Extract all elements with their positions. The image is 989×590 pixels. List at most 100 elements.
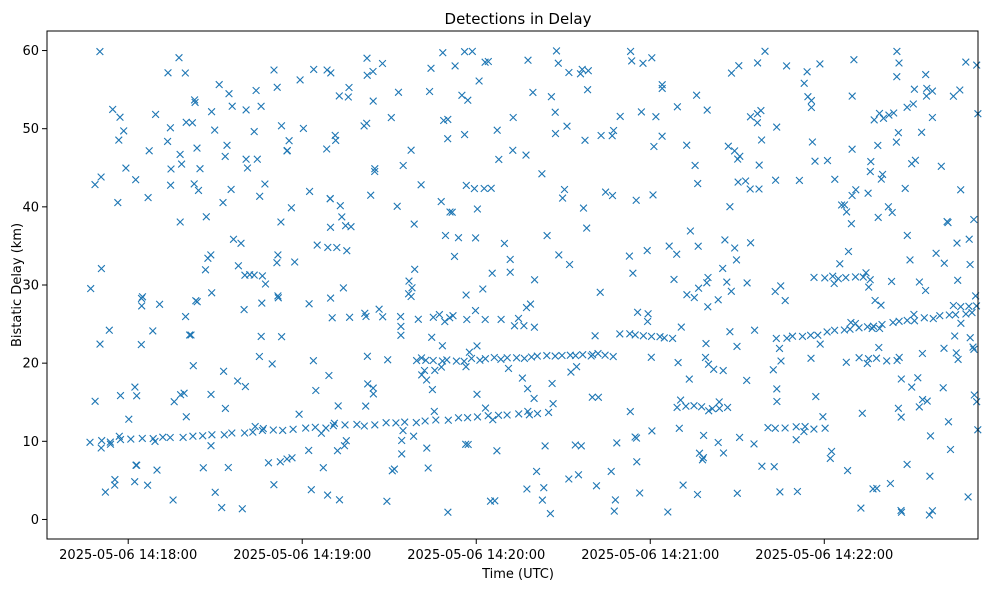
detection-marker xyxy=(658,132,666,140)
detection-marker xyxy=(475,77,483,85)
detection-marker xyxy=(807,96,816,105)
detection-marker xyxy=(155,300,164,309)
detection-marker xyxy=(221,404,230,413)
detection-marker xyxy=(923,397,931,405)
detection-marker xyxy=(719,449,728,457)
detection-marker xyxy=(583,85,592,94)
detection-marker xyxy=(792,423,800,431)
detection-marker xyxy=(704,303,712,311)
detection-marker xyxy=(863,323,872,331)
detection-marker xyxy=(366,191,375,199)
detection-marker xyxy=(673,403,681,412)
detection-marker xyxy=(588,393,597,401)
detection-marker xyxy=(396,312,405,321)
detection-marker xyxy=(190,180,198,188)
detection-marker xyxy=(219,198,227,207)
detection-marker xyxy=(827,447,836,456)
detection-marker xyxy=(273,83,281,92)
detection-marker xyxy=(227,185,235,194)
detection-marker xyxy=(743,279,751,287)
detection-marker xyxy=(626,47,635,56)
detection-marker xyxy=(757,136,766,144)
detection-marker xyxy=(875,343,883,352)
detection-marker xyxy=(878,170,887,179)
detection-marker xyxy=(189,361,198,370)
detection-marker xyxy=(693,490,702,499)
detection-marker xyxy=(892,138,901,146)
detection-marker xyxy=(512,354,521,362)
detection-marker xyxy=(694,242,702,250)
detection-marker xyxy=(331,136,340,145)
detection-marker xyxy=(405,277,413,285)
detection-marker xyxy=(674,358,682,367)
detection-marker xyxy=(560,185,569,194)
detection-marker xyxy=(928,113,937,122)
detection-marker xyxy=(862,269,870,277)
detection-marker xyxy=(417,181,425,189)
detection-marker xyxy=(701,353,710,362)
detection-marker xyxy=(111,475,119,484)
detection-marker xyxy=(917,128,926,137)
y-tick-label: 30 xyxy=(22,279,39,294)
detection-marker xyxy=(497,315,505,324)
detection-marker xyxy=(596,288,604,297)
detection-marker xyxy=(970,391,979,399)
detection-marker xyxy=(647,332,656,341)
detection-marker xyxy=(821,274,829,282)
detection-marker xyxy=(732,256,741,264)
detection-marker xyxy=(693,179,702,188)
detection-marker xyxy=(682,141,691,149)
detection-marker xyxy=(966,260,974,269)
detection-marker xyxy=(852,186,860,194)
detection-marker xyxy=(910,310,918,319)
detection-marker xyxy=(907,159,916,168)
detection-marker xyxy=(591,332,599,340)
detection-marker xyxy=(551,352,559,360)
y-tick-label: 60 xyxy=(22,44,39,59)
detection-marker xyxy=(189,432,197,440)
detection-marker xyxy=(704,273,712,282)
detection-marker xyxy=(470,184,479,193)
detection-marker xyxy=(188,119,197,127)
detection-marker xyxy=(238,505,247,513)
detection-marker xyxy=(798,332,807,341)
detection-marker xyxy=(844,247,853,256)
detection-marker xyxy=(491,497,499,505)
detection-marker xyxy=(387,113,396,122)
detection-marker xyxy=(132,392,141,400)
detection-marker xyxy=(540,483,548,492)
detection-marker xyxy=(207,289,216,297)
detection-marker xyxy=(929,314,938,323)
detection-marker xyxy=(460,130,469,139)
detection-marker xyxy=(428,385,437,394)
detection-marker xyxy=(194,186,203,195)
detection-marker xyxy=(946,445,955,454)
detection-marker xyxy=(629,269,637,277)
detection-marker xyxy=(694,284,703,292)
detection-marker xyxy=(269,426,278,434)
detection-marker xyxy=(177,160,186,168)
detection-marker xyxy=(541,442,549,450)
detection-marker xyxy=(714,296,722,304)
detection-marker xyxy=(632,196,640,205)
detection-marker xyxy=(362,119,371,128)
detection-marker xyxy=(328,314,336,322)
detection-marker xyxy=(127,435,135,443)
chart-title: Detections in Delay xyxy=(445,10,592,28)
detection-marker xyxy=(489,415,497,424)
detection-marker xyxy=(708,404,717,413)
detection-marker xyxy=(643,317,652,326)
detection-marker xyxy=(307,485,316,494)
detection-marker xyxy=(665,242,673,250)
detection-marker xyxy=(170,397,178,406)
detection-marker xyxy=(116,113,124,121)
detection-marker xyxy=(143,481,152,489)
detection-marker xyxy=(268,360,276,368)
detection-marker xyxy=(750,440,758,448)
detection-marker xyxy=(859,273,868,281)
detection-marker xyxy=(207,390,215,399)
detection-marker xyxy=(497,355,505,364)
detection-marker xyxy=(750,326,759,334)
detection-marker xyxy=(427,64,435,73)
